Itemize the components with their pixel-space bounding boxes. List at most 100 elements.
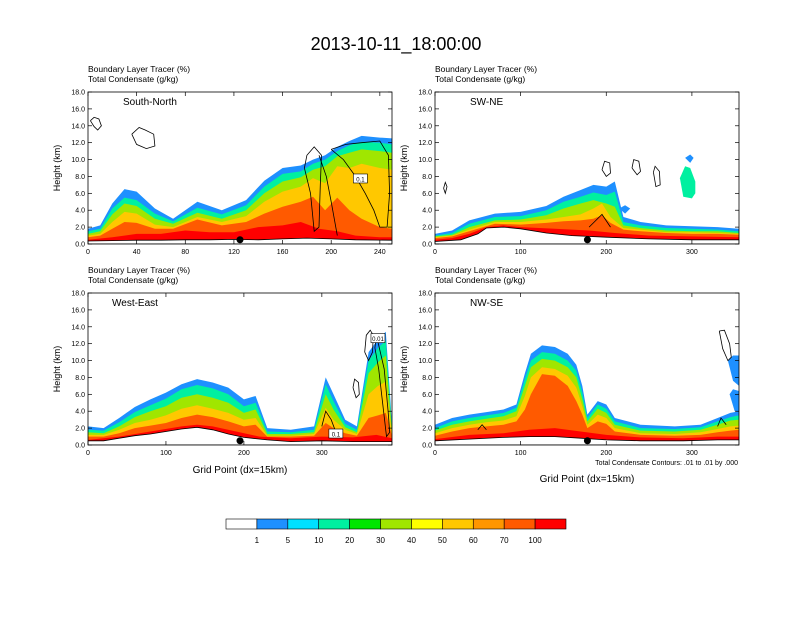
condensate-contour — [321, 410, 337, 433]
location-marker — [583, 437, 591, 445]
location-marker — [236, 437, 244, 445]
colorbar-label: 30 — [376, 536, 385, 545]
y-tick-label: 12.0 — [418, 341, 432, 348]
y-tick-label: 0.0 — [422, 242, 432, 249]
colorbar-label: 60 — [469, 536, 478, 545]
y-tick-label: 6.0 — [422, 392, 432, 399]
x-tick-label: 0 — [86, 450, 90, 457]
y-tick-label: 8.0 — [422, 174, 432, 181]
y-tick-label: 12.0 — [71, 140, 85, 147]
y-tick-label: 18.0 — [418, 90, 432, 97]
tracer-band-70 — [435, 374, 739, 445]
x-tick-label: 240 — [374, 249, 386, 256]
x-tick-label: 300 — [686, 249, 698, 256]
condensate-contour — [653, 165, 661, 188]
y-tick-label: 0.0 — [422, 443, 432, 450]
contour-label-box — [328, 428, 344, 439]
y-tick-label: 2.0 — [422, 426, 432, 433]
y-axis-label: Height (km) — [52, 346, 62, 393]
contour-label: 0.01 — [372, 337, 384, 343]
panel-subtitle-condensate: Total Condensate (g/kg) — [88, 74, 178, 84]
panel-0: Boundary Layer Tracer (%)Total Condensat… — [52, 64, 393, 256]
y-tick-label: 14.0 — [418, 123, 432, 130]
x-tick-label: 80 — [181, 249, 189, 256]
x-tick-label: 200 — [238, 450, 250, 457]
y-axis-label: Height (km) — [52, 145, 62, 192]
y-tick-label: 2.0 — [422, 225, 432, 232]
colorbar-swatch — [318, 518, 350, 530]
panel-subtitle-tracer: Boundary Layer Tracer (%) — [435, 64, 537, 74]
colorbar-swatch — [225, 518, 258, 530]
y-tick-label: 12.0 — [71, 341, 85, 348]
x-tick-label: 0 — [433, 450, 437, 457]
colorbar-swatch — [411, 518, 443, 530]
plot-frame — [87, 91, 393, 245]
condensate-contour — [352, 378, 360, 399]
y-tick-label: 16.0 — [418, 106, 432, 113]
panel-label: SW-NE — [470, 97, 503, 108]
plot-frame — [434, 292, 740, 446]
condensate-contour — [477, 424, 487, 431]
condensate-contour — [631, 159, 641, 176]
x-tick-label: 100 — [515, 249, 527, 256]
terrain — [88, 426, 392, 445]
condensate-contour — [318, 155, 338, 236]
y-tick-label: 2.0 — [75, 426, 85, 433]
y-tick-label: 4.0 — [75, 409, 85, 416]
y-tick-label: 10.0 — [418, 157, 432, 164]
y-tick-label: 14.0 — [71, 123, 85, 130]
panel-1: Boundary Layer Tracer (%)Total Condensat… — [399, 64, 740, 256]
y-tick-label: 16.0 — [71, 106, 85, 113]
y-tick-label: 4.0 — [422, 409, 432, 416]
y-tick-label: 6.0 — [75, 191, 85, 198]
y-tick-label: 4.0 — [75, 208, 85, 215]
tracer-blob — [727, 355, 739, 386]
x-tick-label: 200 — [325, 249, 337, 256]
colorbar-swatch — [472, 518, 505, 530]
tracer-blob — [679, 166, 696, 199]
plot-area: 0.01 0.1 — [88, 329, 392, 445]
colorbar-swatch — [380, 518, 412, 530]
panel-subtitle-condensate: Total Condensate (g/kg) — [435, 275, 525, 285]
x-tick-label: 100 — [515, 450, 527, 457]
y-axis-label: Height (km) — [399, 346, 409, 393]
x-tick-label: 40 — [133, 249, 141, 256]
y-tick-label: 10.0 — [71, 157, 85, 164]
condensate-contour — [443, 181, 448, 195]
colorbar-swatch — [534, 518, 567, 530]
x-tick-label: 160 — [277, 249, 289, 256]
figure-title: 2013-10-11_18:00:00 — [311, 34, 482, 55]
y-tick-label: 6.0 — [422, 191, 432, 198]
panel-3: Boundary Layer Tracer (%)Total Condensat… — [399, 265, 740, 485]
y-tick-label: 18.0 — [71, 90, 85, 97]
tracer-blob — [619, 205, 631, 214]
tracer-blob — [729, 389, 739, 413]
y-tick-label: 12.0 — [418, 140, 432, 147]
x-axis-label: Grid Point (dx=15km) — [193, 465, 288, 476]
y-tick-label: 2.0 — [75, 225, 85, 232]
panel-subtitle-condensate: Total Condensate (g/kg) — [88, 275, 178, 285]
terrain — [435, 226, 739, 244]
x-tick-label: 200 — [600, 249, 612, 256]
contour-footnote: Total Condensate Contours: .01 to .01 by… — [595, 460, 738, 467]
colorbar-swatch — [442, 518, 474, 530]
contour-label: 0.1 — [356, 177, 365, 183]
contour-label-box — [370, 333, 386, 343]
y-tick-label: 4.0 — [422, 208, 432, 215]
location-marker — [583, 236, 591, 244]
condensate-contour — [718, 329, 732, 362]
y-tick-label: 0.0 — [75, 242, 85, 249]
colorbar-label: 100 — [528, 536, 542, 545]
panels: Boundary Layer Tracer (%) Total Condensat… — [52, 64, 740, 485]
colorbar-swatch — [256, 518, 289, 530]
y-tick-label: 8.0 — [422, 375, 432, 382]
panel-label: NW-SE — [470, 298, 503, 309]
y-tick-label: 16.0 — [418, 307, 432, 314]
location-marker — [236, 236, 244, 244]
y-tick-label: 14.0 — [418, 324, 432, 331]
colorbar: 1 5 10 20 30 40 50 60 70 100 — [225, 518, 567, 545]
colorbar-label: 5 — [286, 536, 291, 545]
plot-area: 0.1 — [88, 116, 392, 244]
